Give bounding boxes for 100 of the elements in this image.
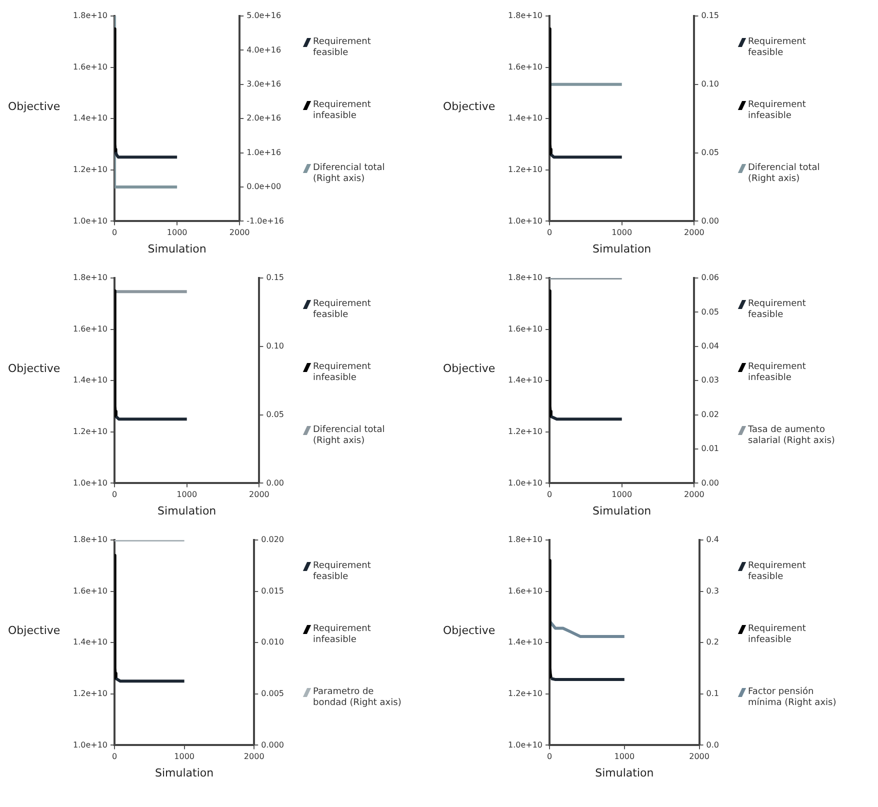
x-tick-label: 2000	[689, 752, 710, 762]
y2-tick-label: 0.15	[266, 273, 284, 282]
y-tick-label: 1.4e+10	[508, 376, 543, 385]
y-tick-label: 1.0e+10	[72, 740, 108, 750]
y2-tick-label: 0.0	[706, 740, 720, 750]
x-tick-label: 0	[112, 752, 118, 762]
legend-label: Tasa de aumento salarial (Right axis)	[748, 425, 836, 448]
y2-tick-label: 3.0e+16	[246, 79, 282, 88]
x-tick-label: 0	[546, 490, 552, 500]
y2-tick-label: 0.06	[701, 273, 719, 282]
y2-tick-label: -1.0e+16	[246, 216, 284, 226]
x-tick-label: 1000	[166, 228, 188, 238]
y-tick-label: 1.8e+10	[72, 535, 108, 544]
y2-tick-label: 0.05	[266, 410, 284, 419]
x-axis-title: Simulation	[592, 242, 652, 256]
x-tick-label: 2000	[244, 752, 264, 762]
y-tick-label: 1.0e+10	[72, 478, 108, 488]
legend-label: Parametro de bondad (Right axis)	[313, 687, 402, 710]
y-tick-label: 1.8e+10	[72, 11, 108, 20]
y2-tick-label: 0.005	[261, 688, 284, 698]
y-tick-label: 1.4e+10	[72, 114, 108, 123]
y-tick-label: 1.0e+10	[508, 216, 543, 226]
y-tick-label: 1.6e+10	[72, 324, 108, 334]
legend-label: Requirement infeasible	[748, 100, 807, 122]
legend-label: Requirement infeasible	[313, 624, 372, 646]
y-tick-label: 1.8e+10	[508, 273, 543, 282]
y-tick-label: 1.4e+10	[508, 638, 543, 647]
legend-label: Requirement feasible	[313, 36, 372, 59]
x-tick-label: 0	[112, 490, 118, 500]
y-tick-label: 1.2e+10	[72, 688, 108, 698]
y2-tick-label: 0.10	[266, 341, 284, 350]
x-tick-label: 1000	[614, 752, 635, 762]
y2-tick-label: 0.00	[701, 478, 719, 488]
legend-label: Requirement infeasible	[748, 362, 807, 384]
y-tick-label: 1.0e+10	[72, 216, 108, 226]
y-tick-label: 1.2e+10	[508, 426, 543, 436]
y-axis-title: Objective	[443, 624, 496, 637]
y2-tick-label: 0.3	[706, 586, 720, 596]
x-tick-label: 2000	[249, 490, 270, 500]
y-tick-label: 1.2e+10	[72, 426, 108, 436]
y2-tick-label: 0.00	[266, 478, 284, 488]
x-axis-title: Simulation	[155, 766, 214, 780]
y2-tick-label: 0.2	[706, 638, 720, 647]
y-tick-label: 1.0e+10	[508, 478, 543, 488]
legend-label: Diferencial total (Right axis)	[313, 425, 386, 448]
y-tick-label: 1.8e+10	[508, 535, 543, 544]
x-tick-label: 1000	[176, 490, 198, 500]
legend-label: Requirement feasible	[748, 560, 807, 583]
legend-label: Requirement infeasible	[313, 362, 372, 384]
x-tick-label: 0	[546, 752, 552, 762]
x-tick-label: 2000	[684, 228, 704, 238]
legend-label: Requirement feasible	[313, 560, 372, 583]
y-tick-label: 1.2e+10	[508, 688, 543, 698]
y2-tick-label: 0.10	[701, 79, 719, 88]
y2-tick-label: 0.020	[261, 535, 284, 544]
y-tick-label: 1.6e+10	[72, 62, 108, 72]
y2-tick-label: 0.03	[701, 376, 719, 385]
x-tick-label: 1000	[612, 228, 632, 238]
y2-tick-label: 0.01	[701, 444, 719, 454]
y-tick-label: 1.6e+10	[508, 62, 543, 72]
y-tick-label: 1.8e+10	[72, 273, 108, 282]
y2-tick-label: 0.0e+00	[246, 182, 282, 192]
y2-tick-label: 0.010	[261, 638, 284, 647]
y-tick-label: 1.6e+10	[508, 324, 543, 334]
y-axis-title: Objective	[443, 362, 496, 375]
y2-tick-label: 2.0e+16	[246, 114, 282, 123]
y-tick-label: 1.6e+10	[72, 586, 108, 596]
legend-label: Requirement feasible	[313, 298, 372, 321]
x-tick-label: 0	[546, 228, 552, 238]
x-axis-title: Simulation	[592, 504, 652, 518]
y2-tick-label: 0.000	[261, 740, 284, 750]
y-tick-label: 1.4e+10	[72, 376, 108, 385]
x-tick-label: 1000	[174, 752, 194, 762]
x-tick-label: 2000	[684, 490, 704, 500]
y-tick-label: 1.0e+10	[508, 740, 543, 750]
legend-label: Diferencial total (Right axis)	[748, 163, 821, 186]
y2-tick-label: 0.00	[701, 216, 719, 226]
y2-tick-label: 0.02	[701, 410, 719, 419]
y2-tick-label: 0.05	[701, 148, 719, 157]
legend-label: Requirement feasible	[748, 298, 807, 321]
y-tick-label: 1.6e+10	[508, 586, 543, 596]
y2-tick-label: 0.4	[706, 535, 720, 544]
y-axis-title: Objective	[8, 624, 62, 637]
y-axis-title: Objective	[443, 100, 496, 113]
y-tick-label: 1.4e+10	[72, 638, 108, 647]
y-tick-label: 1.2e+10	[72, 164, 108, 174]
y-tick-label: 1.8e+10	[508, 11, 543, 20]
x-tick-label: 1000	[612, 490, 632, 500]
y2-tick-label: 0.1	[706, 688, 720, 698]
x-axis-title: Simulation	[595, 766, 654, 780]
x-axis-title: Simulation	[158, 504, 216, 518]
legend-label: Factor pensión mínima (Right axis)	[748, 687, 838, 710]
x-tick-label: 2000	[229, 228, 250, 238]
y2-tick-label: 4.0e+16	[246, 45, 282, 54]
y2-tick-label: 0.015	[261, 586, 284, 596]
y2-tick-label: 0.05	[701, 307, 719, 316]
y2-tick-label: 5.0e+16	[246, 11, 282, 20]
legend-label: Requirement infeasible	[748, 624, 807, 646]
y-tick-label: 1.4e+10	[508, 114, 543, 123]
x-tick-label: 0	[112, 228, 118, 238]
